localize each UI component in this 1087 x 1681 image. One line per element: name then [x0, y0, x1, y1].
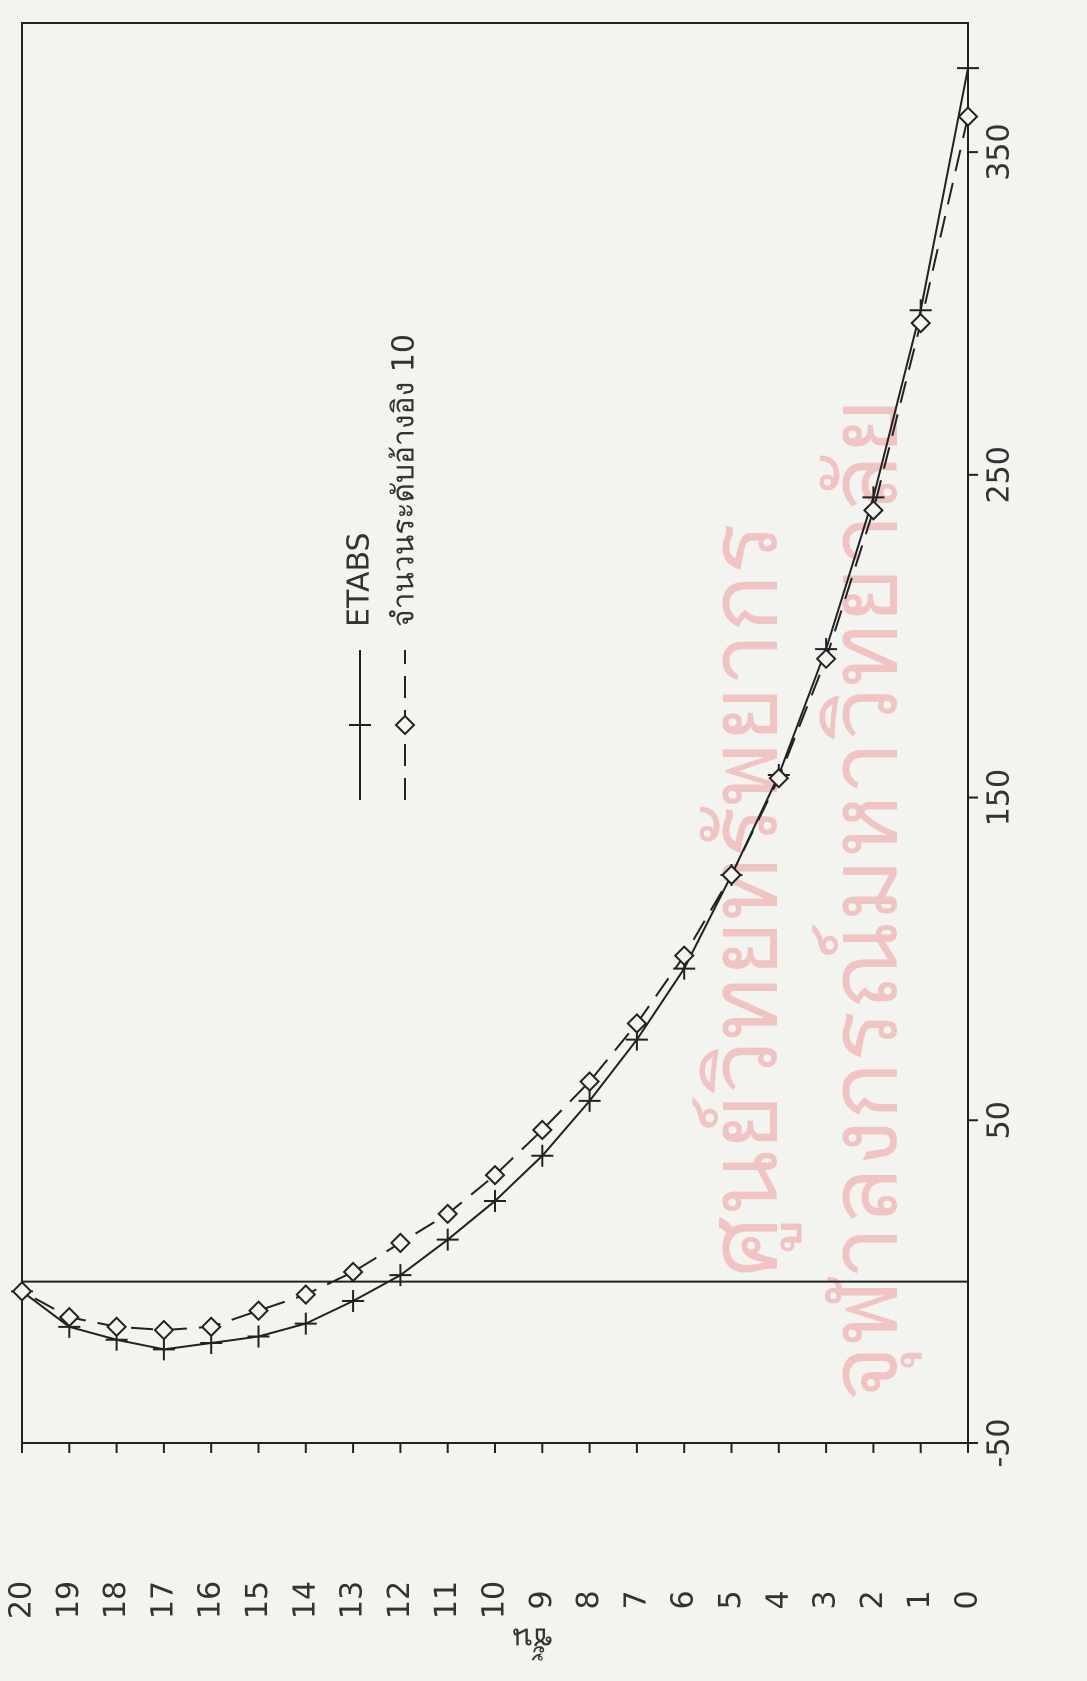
axis-label: ชั้น	[513, 1621, 554, 1661]
x-tick-label: 350	[982, 123, 1017, 180]
y-tick-label: 15	[240, 1581, 275, 1619]
legend-label: ETABS	[342, 532, 377, 627]
data-point	[295, 1313, 317, 1335]
data-point	[342, 1290, 364, 1312]
rotated-plot: ศูนย์วิทยทรัพยากรจุฬาลงกรณ์มหาวิทยาลัย -5…	[4, 23, 1017, 1661]
y-tick-label: 16	[193, 1581, 228, 1619]
y-tick-label: 8	[571, 1590, 606, 1609]
y-tick-label: 3	[808, 1590, 843, 1609]
y-tick-label: 1	[902, 1590, 937, 1609]
x-tick-label: -50	[982, 1419, 1017, 1468]
watermark: จุฬาลงกรณ์มหาวิทยาลัย	[807, 398, 922, 1401]
y-tick-label: 10	[477, 1581, 512, 1619]
data-point	[391, 1234, 409, 1252]
data-point	[108, 1318, 126, 1336]
data-point	[13, 1282, 31, 1300]
y-tick-label: 18	[98, 1581, 133, 1619]
x-tick-label: 150	[982, 769, 1017, 826]
legend-marker	[349, 714, 371, 736]
y-tick-label: 2	[855, 1590, 890, 1609]
y-tick-label: 7	[618, 1590, 653, 1609]
data-point	[957, 57, 979, 79]
data-point	[155, 1321, 173, 1339]
data-point	[202, 1318, 220, 1336]
data-point	[912, 314, 930, 332]
y-tick-label: 0	[950, 1590, 985, 1609]
y-tick-label: 13	[335, 1581, 370, 1619]
legend-label: จำนวนระดับอ้างอิง 10	[387, 334, 422, 627]
y-tick-label: 17	[145, 1581, 180, 1619]
data-point	[153, 1338, 175, 1360]
data-point	[437, 1229, 459, 1251]
data-point	[389, 1264, 411, 1286]
data-point	[297, 1286, 315, 1304]
y-tick-label: 12	[382, 1581, 417, 1619]
y-tick-label: 9	[524, 1590, 559, 1609]
y-tick-label: 6	[666, 1590, 701, 1609]
chart: ศูนย์วิทยทรัพยากรจุฬาลงกรณ์มหาวิทยาลัย -5…	[0, 0, 1087, 1677]
y-tick-label: 11	[429, 1581, 464, 1619]
y-tick-label: 20	[4, 1581, 39, 1619]
y-tick-label: 4	[760, 1590, 795, 1609]
x-tick-label: 250	[982, 446, 1017, 503]
data-point	[250, 1302, 268, 1320]
legend-marker	[396, 716, 414, 734]
data-point	[60, 1308, 78, 1326]
watermark: ศูนย์วิทยทรัพยากร	[687, 523, 801, 1277]
data-point	[344, 1263, 362, 1281]
data-point	[248, 1326, 270, 1348]
page: {"chart_data": {"type": "line", "x_label…	[0, 0, 1087, 1677]
y-tick-label: 5	[713, 1590, 748, 1609]
data-point	[959, 108, 977, 126]
y-tick-label: 14	[287, 1581, 322, 1619]
x-tick-label: 50	[982, 1101, 1017, 1139]
y-tick-label: 19	[51, 1581, 86, 1619]
